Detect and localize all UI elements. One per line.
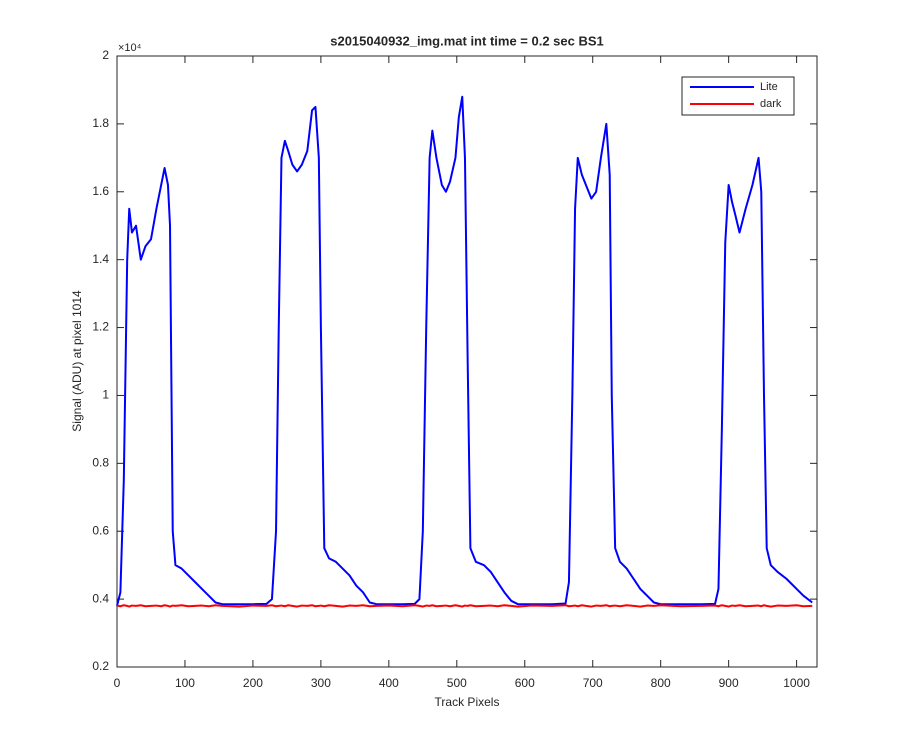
y-tick-label: 0.4	[92, 591, 109, 605]
legend-box	[681, 76, 795, 116]
y-tick-label: 1.8	[92, 116, 109, 130]
x-tick-label: 500	[447, 676, 467, 690]
x-tick-label: 600	[515, 676, 535, 690]
x-tick-label: 400	[379, 676, 399, 690]
x-tick-label: 200	[243, 676, 263, 690]
legend-label: Lite	[760, 81, 778, 93]
series-line	[116, 604, 813, 608]
x-tick-label: 900	[719, 676, 739, 690]
y-tick-label: 0.6	[92, 523, 109, 537]
y-axis-label: Signal (ADU) at pixel 1014	[70, 290, 84, 432]
legend-label: dark	[760, 98, 782, 110]
y-multiplier: ×10⁴	[118, 42, 142, 54]
y-tick-label: 1.6	[92, 184, 109, 198]
y-tick-label: 1.2	[92, 320, 109, 334]
y-tick-label: 1.4	[92, 252, 109, 266]
x-tick-label: 0	[114, 676, 121, 690]
y-tick-label: 0.2	[92, 659, 109, 673]
x-tick-label: 800	[651, 676, 671, 690]
x-tick-label: 1000	[783, 676, 810, 690]
chart-title: s2015040932_img.mat int time = 0.2 sec B…	[330, 33, 604, 48]
x-tick-label: 300	[311, 676, 331, 690]
x-axis-label: Track Pixels	[435, 695, 500, 709]
y-tick-label: 1	[102, 388, 109, 402]
y-tick-label: 0.8	[92, 456, 109, 470]
x-tick-label: 700	[583, 676, 603, 690]
y-tick-label: 2	[102, 48, 109, 62]
series-line	[116, 95, 813, 607]
x-tick-label: 100	[175, 676, 195, 690]
